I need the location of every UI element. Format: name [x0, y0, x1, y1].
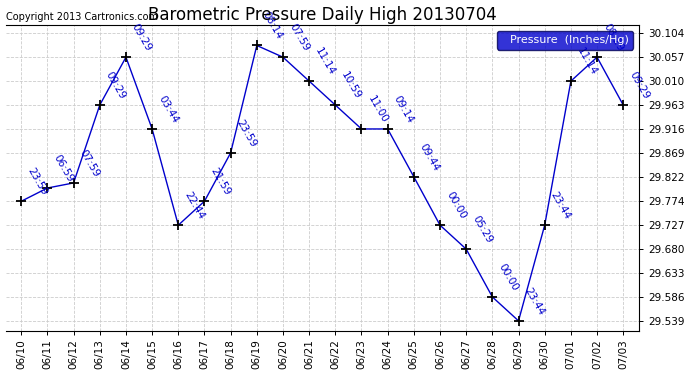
Text: 09:29: 09:29: [130, 22, 154, 53]
Text: 10:59: 10:59: [339, 70, 363, 101]
Text: 06:59: 06:59: [52, 153, 75, 184]
Legend: Pressure  (Inches/Hg): Pressure (Inches/Hg): [497, 31, 633, 50]
Text: 09:44: 09:44: [418, 142, 442, 172]
Text: 07:59: 07:59: [287, 22, 310, 53]
Text: 23:59: 23:59: [26, 166, 49, 197]
Text: 05:29: 05:29: [471, 214, 494, 245]
Text: 23:59: 23:59: [235, 118, 259, 149]
Text: 22:44: 22:44: [182, 190, 206, 221]
Text: 03:44: 03:44: [157, 94, 180, 125]
Text: 09:29: 09:29: [104, 70, 128, 101]
Text: 09:14: 09:14: [392, 94, 415, 125]
Text: 08:14: 08:14: [261, 10, 285, 41]
Text: 08:29: 08:29: [601, 22, 625, 53]
Text: 00:00: 00:00: [497, 262, 520, 293]
Title: Barometric Pressure Daily High 20130704: Barometric Pressure Daily High 20130704: [148, 6, 497, 24]
Text: 11:14: 11:14: [575, 46, 599, 77]
Text: 23:44: 23:44: [549, 190, 573, 221]
Text: 09:29: 09:29: [627, 70, 651, 101]
Text: Copyright 2013 Cartronics.com: Copyright 2013 Cartronics.com: [6, 12, 157, 22]
Text: 23:44: 23:44: [523, 286, 546, 317]
Text: 21:59: 21:59: [208, 166, 233, 197]
Text: 07:59: 07:59: [78, 148, 101, 179]
Text: 11:00: 11:00: [366, 94, 389, 125]
Text: 11:14: 11:14: [313, 46, 337, 77]
Text: 00:00: 00:00: [444, 190, 468, 221]
